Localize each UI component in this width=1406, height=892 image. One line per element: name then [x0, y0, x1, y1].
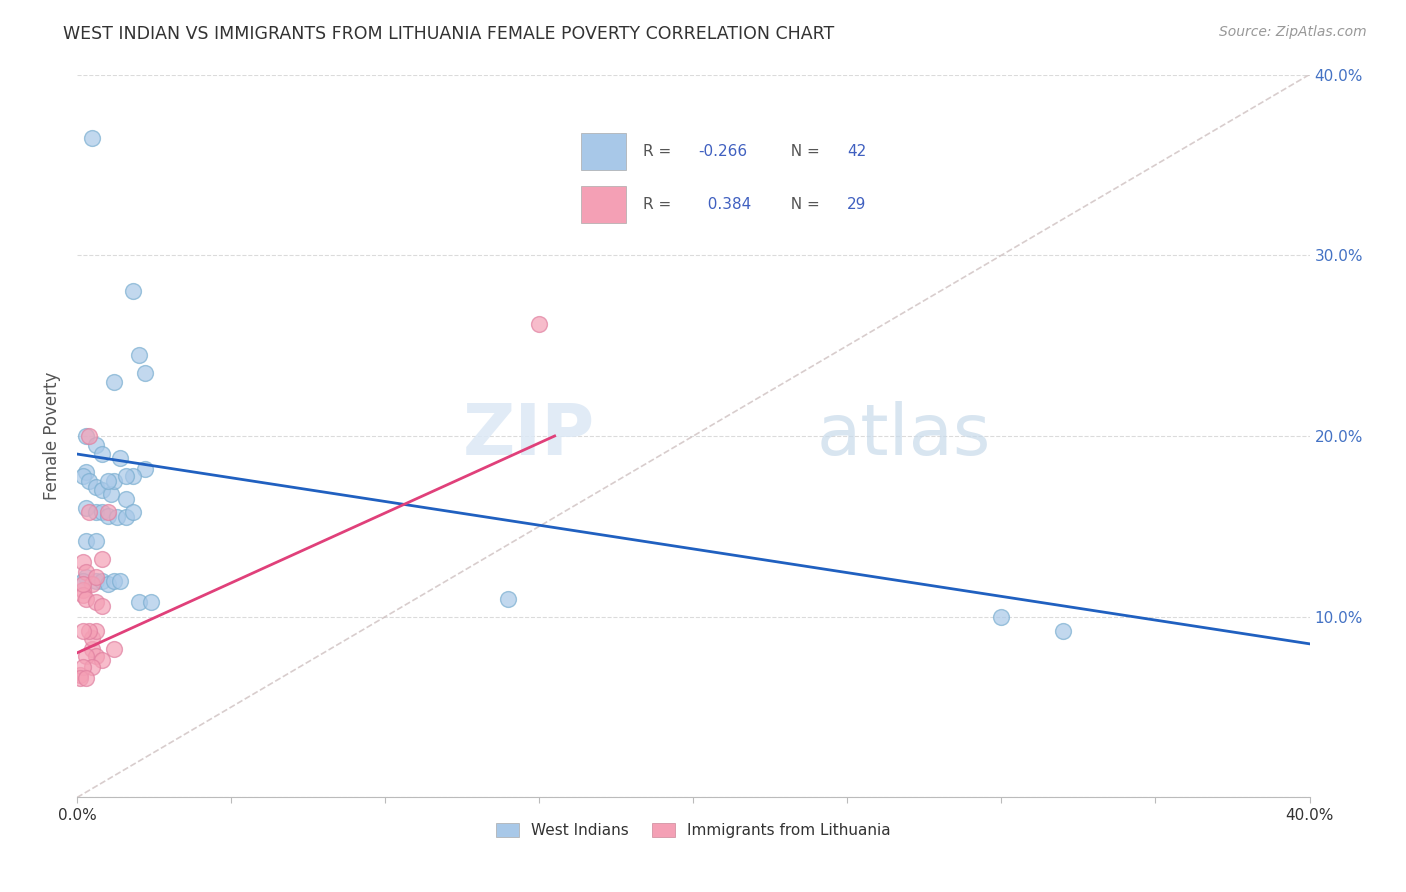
Point	[90, 483, 112, 498]
Point	[97, 577, 120, 591]
Point	[90, 653, 112, 667]
Point	[90, 599, 112, 613]
Point	[110, 450, 132, 465]
Point	[84, 624, 107, 639]
Point	[75, 671, 97, 685]
Point	[72, 468, 94, 483]
Point	[97, 508, 120, 523]
Point	[72, 574, 94, 588]
Point	[75, 465, 97, 479]
Point	[100, 487, 122, 501]
Point	[134, 461, 156, 475]
Point	[115, 468, 138, 483]
Point	[72, 577, 94, 591]
Point	[82, 660, 104, 674]
Point	[72, 624, 94, 639]
Point	[105, 510, 128, 524]
Point	[69, 667, 91, 681]
Point	[79, 624, 101, 639]
Y-axis label: Female Poverty: Female Poverty	[44, 372, 60, 500]
Point	[84, 533, 107, 548]
Text: atlas: atlas	[817, 401, 991, 470]
Point	[128, 595, 150, 609]
Point	[84, 649, 107, 664]
Point	[72, 582, 94, 597]
Point	[84, 505, 107, 519]
Point	[82, 642, 104, 657]
Point	[134, 366, 156, 380]
Point	[90, 447, 112, 461]
Point	[121, 468, 143, 483]
Point	[121, 505, 143, 519]
Point	[115, 492, 138, 507]
Point	[84, 570, 107, 584]
Point	[97, 505, 120, 519]
Point	[79, 429, 101, 443]
Point	[990, 609, 1012, 624]
Point	[121, 285, 143, 299]
Legend: West Indians, Immigrants from Lithuania: West Indians, Immigrants from Lithuania	[489, 817, 897, 844]
Point	[75, 501, 97, 516]
Point	[103, 642, 125, 657]
Point	[110, 574, 132, 588]
Point	[84, 438, 107, 452]
Point	[72, 660, 94, 674]
Point	[75, 533, 97, 548]
Point	[103, 574, 125, 588]
Point	[84, 574, 107, 588]
Point	[79, 505, 101, 519]
Point	[75, 429, 97, 443]
Point	[75, 565, 97, 579]
Text: Source: ZipAtlas.com: Source: ZipAtlas.com	[1219, 25, 1367, 39]
Point	[103, 375, 125, 389]
Point	[75, 649, 97, 664]
Point	[498, 591, 520, 606]
Text: WEST INDIAN VS IMMIGRANTS FROM LITHUANIA FEMALE POVERTY CORRELATION CHART: WEST INDIAN VS IMMIGRANTS FROM LITHUANIA…	[63, 25, 835, 43]
Point	[82, 632, 104, 646]
Point	[1052, 624, 1074, 639]
Point	[84, 595, 107, 609]
Point	[82, 130, 104, 145]
Point	[90, 552, 112, 566]
Point	[72, 588, 94, 602]
Point	[90, 574, 112, 588]
Point	[128, 348, 150, 362]
Point	[97, 474, 120, 488]
Point	[72, 556, 94, 570]
Point	[69, 671, 91, 685]
Point	[75, 591, 97, 606]
Point	[115, 510, 138, 524]
Text: ZIP: ZIP	[463, 401, 595, 470]
Point	[79, 474, 101, 488]
Point	[139, 595, 162, 609]
Point	[529, 317, 551, 331]
Point	[75, 570, 97, 584]
Point	[90, 505, 112, 519]
Point	[82, 577, 104, 591]
Point	[84, 480, 107, 494]
Point	[103, 474, 125, 488]
